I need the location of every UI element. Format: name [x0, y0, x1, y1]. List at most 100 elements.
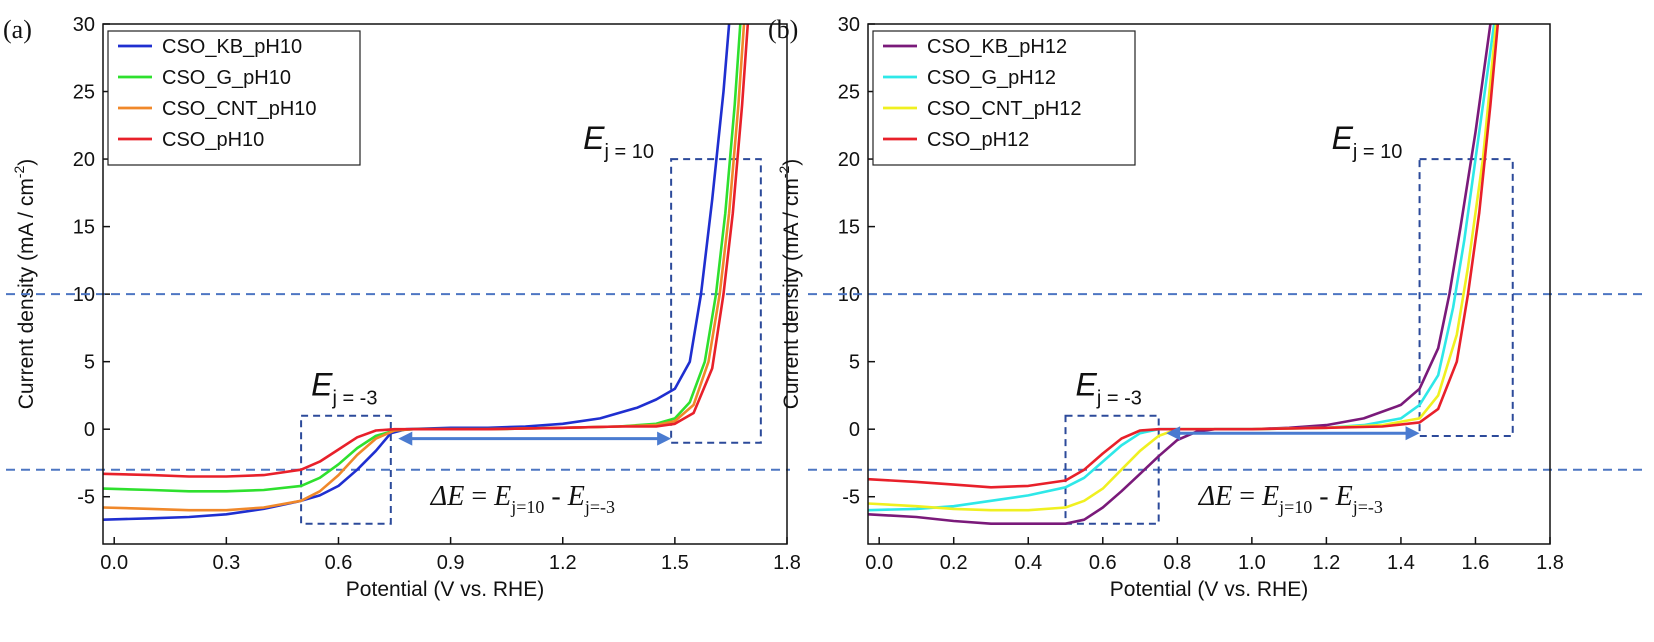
panel-b-xtick-label: 1.6 — [1462, 552, 1490, 574]
panel-b-ej10-sub: j = 10 — [1352, 141, 1402, 163]
panel-a-delta-mid: - — [544, 481, 567, 512]
panel-b-plot-frame — [867, 23, 1551, 545]
panel-b-delta-lhs: ΔE — [1198, 481, 1233, 512]
panel-b: (b) -5 0 5 10 15 20 25 30 0.0 0.2 0.4 0.6 0.8 1.0 1.2 1.… — [768, 14, 1648, 601]
panel-a-ytick-label: 25 — [73, 82, 95, 104]
panel-a-ejm3-base: E — [311, 367, 333, 403]
panel-a-label: (a) — [3, 15, 32, 44]
panel-a-plot-frame — [102, 23, 788, 545]
panel-b-xtick-label: 0.0 — [865, 552, 893, 574]
panel-b-ytick-label: 10 — [838, 284, 860, 306]
panel-a-xtick-label: 0.9 — [437, 552, 465, 574]
panel-a-ylabel: Current density (mA / cm-2) — [11, 159, 38, 410]
panel-a-ytick-label: 30 — [73, 14, 95, 36]
panel-a-ylabel-close: ) — [15, 159, 38, 166]
panel-a-legend-label-2: CSO_CNT_pH10 — [162, 98, 317, 120]
panel-b-delta-mid: - — [1312, 481, 1335, 512]
panel-a-xtick-label: 0.3 — [212, 552, 240, 574]
panel-a-series-line-3 — [103, 24, 750, 478]
panel-b-ylabel: Current density (mA / cm-2) — [776, 159, 803, 410]
panel-b-legend: CSO_KB_pH12 CSO_G_pH12 CSO_CNT_pH12 CSO_pH1… — [872, 30, 1136, 166]
panel-a-legend: CSO_KB_pH10 CSO_G_pH10 CSO_CNT_pH10 CSO_pH1… — [107, 30, 361, 166]
panel-b-ytick-label: 25 — [838, 82, 860, 104]
panel-b-series-line-3 — [868, 24, 1500, 489]
panel-a-ylabel-sup: -2 — [11, 166, 27, 179]
panel-a-delta-eq: = — [464, 481, 494, 512]
panel-b-legend-label-3: CSO_pH12 — [927, 129, 1029, 151]
panel-a-ytick-label: 0 — [84, 419, 95, 441]
panel-b-xtick-label: 0.4 — [1014, 552, 1042, 574]
panel-b-legend-label-0: CSO_KB_pH12 — [927, 36, 1067, 58]
panel-b-xtick-label: 1.2 — [1312, 552, 1340, 574]
panel-b-legend-box — [872, 30, 1136, 166]
panel-b-xtick-label: 0.8 — [1163, 552, 1191, 574]
panel-b-delta-s1: j=10 — [1278, 497, 1312, 517]
panel-b-label: (b) — [768, 15, 798, 44]
panel-a-delta-label: ΔE = Ej=10 - Ej=-3 — [430, 481, 615, 517]
panel-b-xlabel: Potential (V vs. RHE) — [1110, 578, 1308, 601]
panel-a-delta-e1: E — [493, 481, 511, 512]
panel-b-delta-label: ΔE = Ej=10 - Ej=-3 — [1198, 481, 1383, 517]
panel-b-delta-s2: j=-3 — [1352, 497, 1383, 517]
panel-a-ytick-label: -5 — [77, 487, 95, 509]
panel-a-arrow-head-left — [398, 431, 413, 446]
panel-b-delta-e1: E — [1261, 481, 1279, 512]
panel-b-ytick-label: 15 — [838, 217, 860, 239]
panel-a-series-group — [103, 24, 750, 521]
panel-a-delta-lhs: ΔE — [430, 481, 465, 512]
panel-b-xtick-label: 1.0 — [1238, 552, 1266, 574]
panel-b-ejm3-sub: j = -3 — [1096, 388, 1142, 410]
panel-b-ytick-label: 30 — [838, 14, 860, 36]
panel-a-xtick-label: 1.5 — [661, 552, 689, 574]
panel-a-legend-label-0: CSO_KB_pH10 — [162, 36, 302, 58]
panel-a-ej10-base: E — [583, 120, 605, 156]
panel-b-delta-eq: = — [1232, 481, 1262, 512]
panel-b-box-high — [1418, 158, 1514, 437]
panel-b-box-low — [1064, 414, 1160, 525]
panel-a-ytick-label: 15 — [73, 217, 95, 239]
panel-b-ytick-label: 20 — [838, 149, 860, 171]
panel-a-box-high — [670, 158, 762, 444]
panel-a-legend-label-1: CSO_G_pH10 — [162, 67, 291, 89]
panel-a-delta-s1: j=10 — [510, 497, 544, 517]
panel-b-xtick-label: 0.6 — [1089, 552, 1117, 574]
panel-a-ytick-label: 20 — [73, 149, 95, 171]
panel-a-xtick-label: 1.2 — [549, 552, 577, 574]
panel-b-delta-e2: E — [1335, 481, 1353, 512]
panel-b-ejm3-label: Ej = -3 — [1076, 367, 1142, 410]
panel-b-series-group — [868, 24, 1500, 525]
panel-a-xtick-label: 0.6 — [325, 552, 353, 574]
panel-b-legend-label-1: CSO_G_pH12 — [927, 67, 1056, 89]
panel-b-legend-label-2: CSO_CNT_pH12 — [927, 98, 1082, 120]
panel-a-legend-box — [107, 30, 361, 166]
panel-a-ytick-label: 5 — [84, 352, 95, 374]
panel-a-xtick-label: 0.0 — [100, 552, 128, 574]
panel-b-series-line-2 — [868, 24, 1498, 512]
panel-a-series-line-0 — [103, 24, 731, 521]
panel-a-xlabel: Potential (V vs. RHE) — [346, 578, 544, 601]
panel-a-ejm3-sub: j = -3 — [331, 388, 377, 410]
panel-b-arrow-head-left — [1166, 426, 1181, 441]
panel-a-ej10-label: Ej = 10 — [583, 120, 654, 163]
panel-b-arrow-head-right — [1405, 426, 1420, 441]
panel-b-ejm3-base: E — [1076, 367, 1098, 403]
panel-a-arrow-head-right — [657, 431, 672, 446]
panel-a-delta-s2: j=-3 — [584, 497, 615, 517]
panel-b-ytick-label: 5 — [849, 352, 860, 374]
panel-b-xtick-label: 0.2 — [940, 552, 968, 574]
panel-b-ej10-base: E — [1332, 120, 1354, 156]
panel-b-ylabel-main: Current density (mA / cm — [780, 178, 803, 409]
panel-a-ej10-sub: j = 10 — [603, 141, 653, 163]
panel-a-legend-label-3: CSO_pH10 — [162, 129, 264, 151]
panel-b-ylabel-sup: -2 — [776, 166, 792, 179]
panel-a-delta-e2: E — [567, 481, 585, 512]
panel-b-xtick-label: 1.4 — [1387, 552, 1415, 574]
panel-b-xtick-label: 1.8 — [1536, 552, 1564, 574]
panel-a-xtick-label: 1.8 — [773, 552, 801, 574]
panel-b-ytick-label: -5 — [842, 487, 860, 509]
panel-b-ej10-label: Ej = 10 — [1332, 120, 1403, 163]
panel-b-ytick-label: 0 — [849, 419, 860, 441]
panel-a-ejm3-label: Ej = -3 — [311, 367, 377, 410]
